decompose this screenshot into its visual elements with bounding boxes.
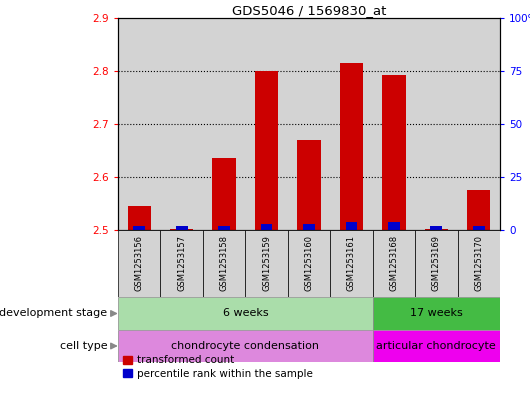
Text: GSM1253158: GSM1253158 bbox=[219, 235, 228, 291]
Bar bbox=[161, 18, 203, 230]
Bar bbox=[297, 140, 321, 230]
Title: GDS5046 / 1569830_at: GDS5046 / 1569830_at bbox=[232, 4, 386, 17]
Bar bbox=[255, 71, 278, 230]
Bar bbox=[261, 224, 272, 230]
Bar bbox=[457, 230, 500, 297]
Text: GSM1253170: GSM1253170 bbox=[474, 235, 483, 291]
Bar bbox=[382, 75, 405, 230]
Bar bbox=[118, 330, 373, 362]
Bar bbox=[245, 18, 288, 230]
Bar bbox=[288, 18, 330, 230]
Text: chondrocyte condensation: chondrocyte condensation bbox=[171, 341, 320, 351]
Bar bbox=[118, 230, 161, 297]
Bar bbox=[128, 206, 151, 230]
Bar bbox=[330, 18, 373, 230]
Bar bbox=[203, 18, 245, 230]
Text: development stage: development stage bbox=[0, 309, 108, 318]
Bar bbox=[373, 230, 415, 297]
Bar bbox=[457, 18, 500, 230]
Bar bbox=[133, 226, 145, 230]
Legend: transformed count, percentile rank within the sample: transformed count, percentile rank withi… bbox=[123, 355, 313, 378]
Bar bbox=[330, 230, 373, 297]
Bar bbox=[467, 190, 490, 230]
Text: 6 weeks: 6 weeks bbox=[223, 309, 268, 318]
Text: GSM1253168: GSM1253168 bbox=[390, 235, 399, 292]
Bar bbox=[218, 226, 230, 230]
Text: GSM1253161: GSM1253161 bbox=[347, 235, 356, 291]
Bar bbox=[430, 226, 442, 230]
Bar bbox=[245, 230, 288, 297]
Bar bbox=[288, 230, 330, 297]
Text: cell type: cell type bbox=[60, 341, 108, 351]
Text: GSM1253157: GSM1253157 bbox=[177, 235, 186, 291]
Bar bbox=[373, 297, 500, 330]
Bar bbox=[473, 226, 485, 230]
Bar bbox=[340, 63, 363, 230]
Bar bbox=[388, 222, 400, 230]
Bar bbox=[203, 230, 245, 297]
Bar bbox=[118, 18, 161, 230]
Bar bbox=[161, 230, 203, 297]
Text: GSM1253156: GSM1253156 bbox=[135, 235, 144, 291]
Text: GSM1253159: GSM1253159 bbox=[262, 235, 271, 291]
Bar bbox=[118, 297, 373, 330]
Bar bbox=[373, 18, 415, 230]
Text: GSM1253169: GSM1253169 bbox=[432, 235, 441, 291]
Bar bbox=[176, 226, 188, 230]
Bar bbox=[415, 230, 457, 297]
Bar bbox=[213, 158, 236, 230]
Bar bbox=[415, 18, 457, 230]
Text: articular chondrocyte: articular chondrocyte bbox=[376, 341, 496, 351]
Bar bbox=[170, 229, 193, 230]
Bar bbox=[373, 330, 500, 362]
Bar bbox=[303, 224, 315, 230]
Text: GSM1253160: GSM1253160 bbox=[305, 235, 314, 291]
Bar bbox=[346, 222, 357, 230]
Bar bbox=[425, 229, 448, 230]
Text: 17 weeks: 17 weeks bbox=[410, 309, 463, 318]
